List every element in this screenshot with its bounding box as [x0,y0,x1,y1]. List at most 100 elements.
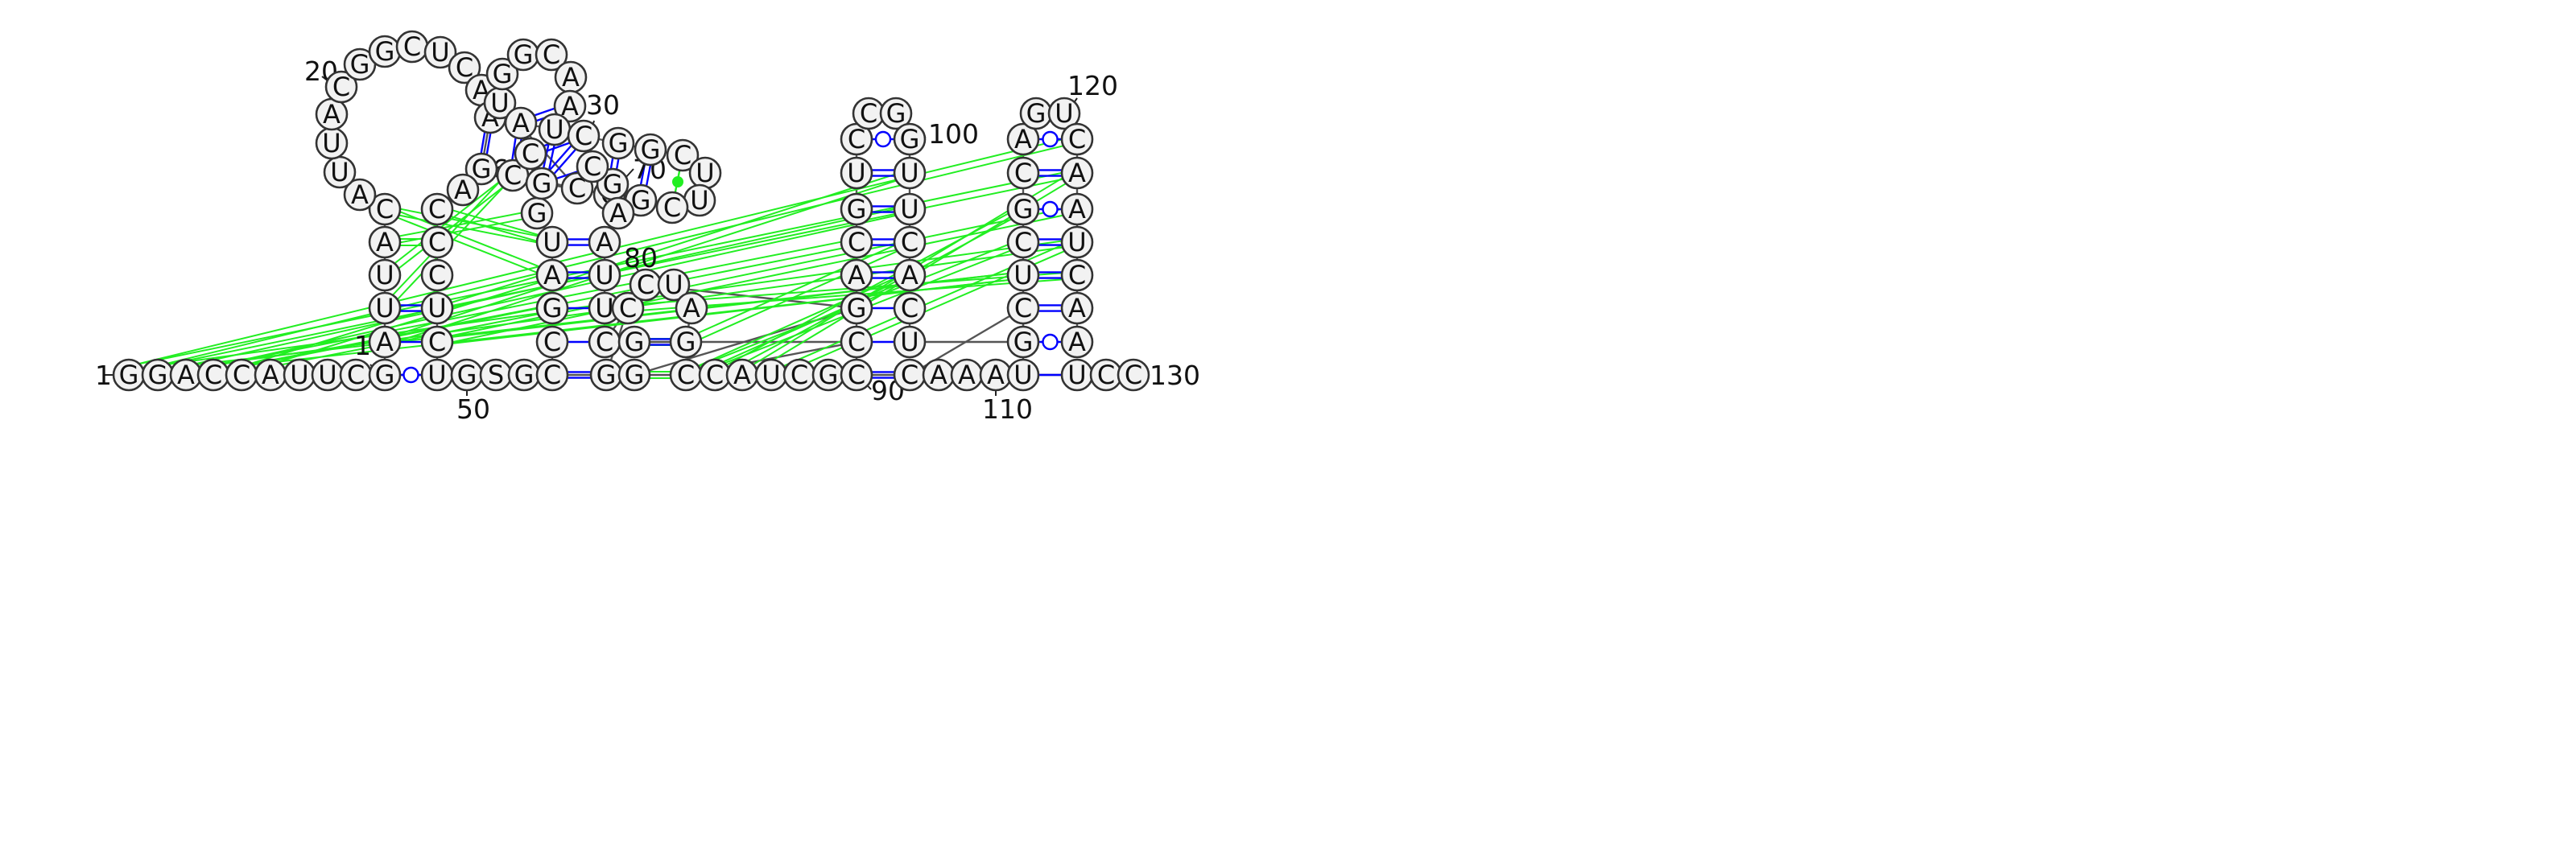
nucleotide: C [368,192,402,226]
nucleotide: U [1047,97,1081,130]
nucleotide: U [423,35,457,69]
nucleotide: A [979,358,1013,392]
nucleotide-letter: C [848,124,865,154]
nucleotide: C [1006,156,1040,190]
nucleotide: U [588,291,621,325]
nucleotide-letter: C [1068,260,1086,290]
nucleotide-letter: G [676,327,696,357]
nucleotide-circle [324,70,358,104]
nucleotide-letter: G [1013,194,1034,224]
nucleotide: A [554,60,588,94]
nucleotide: C [535,358,569,392]
nucleotide: C [196,358,230,392]
nucleotide-letter: G [543,293,563,323]
nucleotide-circle [840,156,873,190]
nucleotide-circle [611,291,645,325]
nucleotide: G [368,35,402,68]
nucleotide: U [1060,358,1094,392]
nucleotide-letter: A [683,293,700,323]
nucleotide: G [893,122,927,156]
nucleotide: C [1089,358,1123,392]
nucleotide-circle [535,358,569,392]
nucleotide-circle [1006,225,1040,259]
nucleotide-circle [1060,225,1094,259]
tertiary-interaction [383,211,551,279]
nucleotide-letter: G [119,360,139,390]
nucleotide-letter: C [860,98,877,129]
nucleotide-circle [1060,291,1094,325]
nucleotide: A [446,173,480,207]
nucleotide: G [601,126,635,160]
nucleotide-letter: C [543,327,561,357]
nucleotide-circle [368,192,402,226]
nucleotide: A [535,258,569,292]
nucleotide-circle [420,225,454,259]
tertiary-interaction [386,205,554,274]
nucleotide-letter: A [958,360,976,390]
nucleotide-letter: G [900,124,920,154]
nucleotide-circle [893,156,927,190]
nucleotide: A [1006,122,1040,156]
nucleotide-circle [617,358,651,392]
nucleotide-letter: C [568,173,586,204]
nucleotide: G [507,358,541,392]
nucleotide: U [311,358,345,392]
nucleotide-letter: C [677,360,695,390]
nucleotide-letter: C [543,360,561,390]
nucleotide: S [479,358,513,392]
nucleotide-letter: C [1068,124,1086,154]
nucleotide-letter: U [595,260,613,290]
nucleotide-letter: G [886,98,906,129]
nucleotide-letter: U [543,227,561,257]
nucleotide-letter: U [545,114,564,145]
nucleotide: U [683,183,716,217]
nucleotide-letter: U [375,293,394,323]
nucleotide-letter: A [609,198,627,228]
nucleotide-letter: U [900,158,919,188]
wobble-pair-marker [402,366,419,384]
nucleotide-letter: A [596,227,613,257]
nucleotide-letter: U [375,260,394,290]
nucleotide-circle [1060,258,1094,292]
nucleotide-circle [669,325,703,359]
nucleotide-circle [840,358,873,392]
nucleotide: U [893,325,927,359]
nucleotide-letter: A [376,327,394,357]
nucleotide-circle [576,150,609,183]
nucleotide: A [950,358,984,392]
nucleotide-circle [553,89,587,123]
nucleotide-circle [1117,358,1150,392]
nucleotide: U [315,126,349,160]
nucleotide: U [1060,225,1094,259]
nucleotide-letter: U [1013,260,1032,290]
nucleotide-letter: C [1014,158,1032,188]
nucleotide-letter: C [663,192,681,223]
nucleotide-letter: C [575,121,592,151]
nucleotide-circle [657,268,691,302]
position-label: 130 [1150,360,1200,391]
nucleotide-letter: C [1125,360,1142,390]
nucleotide-circle [617,325,651,359]
nucleotide-circle [368,225,402,259]
nucleotide-letter: C [347,360,365,390]
nucleotide-letter: U [290,360,308,390]
nucleotide-letter: G [148,360,168,390]
nucleotide-circle [420,192,454,226]
nucleotide: C [669,358,703,392]
wobble-pair-marker [1042,130,1059,148]
nucleotide-letter: C [403,31,421,62]
nucleotide-letter: C [332,72,350,102]
nucleotide-circle [840,325,873,359]
nucleotide: A [1060,291,1094,325]
nucleotide: A [922,358,956,392]
nucleotide-letter: A [454,175,472,205]
nucleotide-letter: G [1013,327,1034,357]
nucleotide-letter: C [376,194,394,224]
nucleotide-circle [368,325,402,359]
position-label: 50 [456,393,490,425]
nucleotide-circle [1060,325,1094,359]
nucleotide-letter: U [762,360,780,390]
nucleotide-letter: A [901,260,919,290]
nucleotide-letter: C [791,360,808,390]
nucleotide-letter: A [987,360,1005,390]
